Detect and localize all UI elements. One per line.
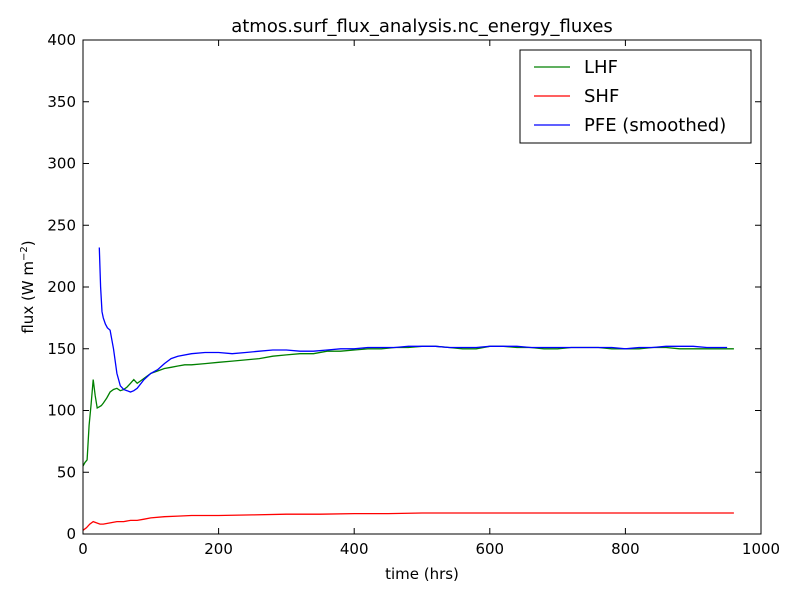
y-tick-label: 50 xyxy=(57,463,76,481)
y-tick-label: 400 xyxy=(47,31,76,49)
y-axis-label-superscript: −2 xyxy=(19,246,30,261)
chart-title: atmos.surf_flux_analysis.nc_energy_fluxe… xyxy=(231,16,613,37)
x-tick-label: 200 xyxy=(204,540,233,558)
y-tick-label: 150 xyxy=(47,340,76,358)
x-tick-label: 0 xyxy=(78,540,88,558)
axis-ticks: 0 200 400 600 800 1000 0 50 100 150 200 250 300 350 40… xyxy=(47,31,780,558)
y-tick-label: 300 xyxy=(47,155,76,173)
plot-frame xyxy=(82,39,762,535)
y-tick-label: 250 xyxy=(47,216,76,234)
y-tick-label: 350 xyxy=(47,93,76,111)
plot-area xyxy=(82,247,734,531)
x-tick-label: 400 xyxy=(340,540,369,558)
y-axis-label: flux (W m−2) xyxy=(19,240,37,333)
legend: LHF SHF PFE (smoothed) xyxy=(519,49,752,144)
y-axis-label-close: ) xyxy=(19,240,37,246)
legend-label: SHF xyxy=(584,86,619,107)
legend-label: LHF xyxy=(584,57,618,78)
y-tick-label: 0 xyxy=(66,525,76,543)
series-line-pfe-smoothed xyxy=(98,247,728,393)
x-tick-label: 600 xyxy=(475,540,504,558)
legend-label: PFE (smoothed) xyxy=(584,115,726,136)
series-line-shf xyxy=(82,512,734,531)
x-tick-label: 1000 xyxy=(742,540,780,558)
y-tick-label: 200 xyxy=(47,278,76,296)
y-axis-label-main: flux (W m xyxy=(19,261,37,334)
x-tick-label: 800 xyxy=(611,540,640,558)
x-axis-label: time (hrs) xyxy=(385,565,459,583)
y-tick-label: 100 xyxy=(47,402,76,420)
